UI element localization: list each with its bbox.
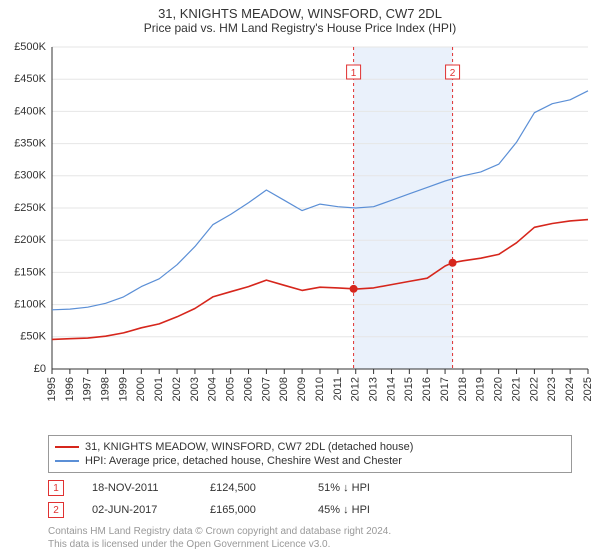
svg-text:2008: 2008 (278, 377, 290, 401)
event-price: £165,000 (210, 504, 290, 516)
legend: 31, KNIGHTS MEADOW, WINSFORD, CW7 2DL (d… (48, 435, 572, 473)
svg-text:£350K: £350K (14, 138, 46, 150)
legend-swatch (55, 446, 79, 448)
event-row: 2 02-JUN-2017 £165,000 45% ↓ HPI (48, 499, 572, 521)
svg-text:£500K: £500K (14, 41, 46, 53)
svg-text:2009: 2009 (296, 377, 308, 401)
svg-text:£250K: £250K (14, 202, 46, 214)
svg-text:2020: 2020 (493, 377, 505, 401)
events-table: 1 18-NOV-2011 £124,500 51% ↓ HPI 2 02-JU… (48, 477, 572, 521)
svg-text:2001: 2001 (153, 377, 165, 401)
legend-label: HPI: Average price, detached house, Ches… (85, 455, 402, 467)
svg-text:1997: 1997 (82, 377, 94, 401)
svg-text:£150K: £150K (14, 266, 46, 278)
chart-area: £0 £50K £100K £150K £200K £250K £300K £350K £400… (0, 39, 600, 429)
svg-text:2017: 2017 (439, 377, 451, 401)
svg-text:2011: 2011 (332, 377, 344, 401)
svg-text:2006: 2006 (242, 377, 254, 401)
svg-text:2013: 2013 (368, 377, 380, 401)
svg-text:2003: 2003 (189, 377, 201, 401)
event-date: 18-NOV-2011 (92, 482, 182, 494)
svg-text:£200K: £200K (14, 234, 46, 246)
legend-swatch (55, 460, 79, 462)
svg-text:2: 2 (450, 68, 456, 79)
event-row: 1 18-NOV-2011 £124,500 51% ↓ HPI (48, 477, 572, 499)
svg-text:1995: 1995 (46, 377, 58, 401)
svg-text:£450K: £450K (14, 73, 46, 85)
legend-item: HPI: Average price, detached house, Ches… (55, 454, 565, 468)
event-marker-box: 2 (48, 502, 64, 518)
attribution-line: Contains HM Land Registry data © Crown c… (48, 525, 572, 538)
chart-container: 31, KNIGHTS MEADOW, WINSFORD, CW7 2DL Pr… (0, 0, 600, 551)
legend-item: 31, KNIGHTS MEADOW, WINSFORD, CW7 2DL (d… (55, 440, 565, 454)
svg-text:2016: 2016 (421, 377, 433, 401)
svg-text:£300K: £300K (14, 170, 46, 182)
event-marker-box: 1 (48, 480, 64, 496)
svg-text:2025: 2025 (582, 377, 594, 401)
event-pct: 51% ↓ HPI (318, 482, 398, 494)
svg-text:£0: £0 (34, 363, 46, 375)
attribution-line: This data is licensed under the Open Gov… (48, 538, 572, 551)
event-pct: 45% ↓ HPI (318, 504, 398, 516)
svg-text:1996: 1996 (64, 377, 76, 401)
svg-text:1: 1 (351, 68, 357, 79)
svg-text:2022: 2022 (528, 377, 540, 401)
svg-text:1998: 1998 (100, 377, 112, 401)
svg-text:2021: 2021 (510, 377, 522, 401)
attribution: Contains HM Land Registry data © Crown c… (48, 525, 572, 551)
svg-text:£50K: £50K (20, 331, 46, 343)
event-marker-num: 2 (53, 505, 59, 516)
event-marker-num: 1 (53, 483, 59, 494)
event-date: 02-JUN-2017 (92, 504, 182, 516)
svg-text:1999: 1999 (117, 377, 129, 401)
event-price: £124,500 (210, 482, 290, 494)
svg-text:£100K: £100K (14, 299, 46, 311)
svg-text:2002: 2002 (171, 377, 183, 401)
svg-text:2010: 2010 (314, 377, 326, 401)
chart-title: 31, KNIGHTS MEADOW, WINSFORD, CW7 2DL (0, 0, 600, 21)
svg-text:2019: 2019 (475, 377, 487, 401)
svg-text:2012: 2012 (350, 377, 362, 401)
svg-text:2000: 2000 (135, 377, 147, 401)
svg-text:£400K: £400K (14, 105, 46, 117)
svg-text:2005: 2005 (225, 377, 237, 401)
svg-text:2015: 2015 (403, 377, 415, 401)
svg-text:2007: 2007 (260, 377, 272, 401)
svg-text:2024: 2024 (564, 377, 576, 401)
svg-text:2004: 2004 (207, 377, 219, 401)
svg-text:2023: 2023 (546, 377, 558, 401)
svg-text:2018: 2018 (457, 377, 469, 401)
chart-svg: £0 £50K £100K £150K £200K £250K £300K £350K £400… (0, 39, 600, 429)
chart-subtitle: Price paid vs. HM Land Registry's House … (0, 21, 600, 39)
legend-label: 31, KNIGHTS MEADOW, WINSFORD, CW7 2DL (d… (85, 441, 413, 453)
svg-text:2014: 2014 (385, 377, 397, 401)
